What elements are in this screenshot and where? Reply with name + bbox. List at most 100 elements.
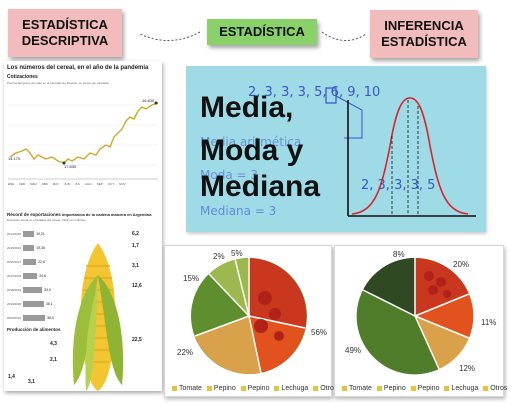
- pie-2-legend: Tomate Pepino Pepino Lechuga Otros: [339, 385, 507, 392]
- export-year-label: 2015/2016: [7, 246, 22, 250]
- arrow-left: [139, 31, 201, 42]
- export-bar: [23, 245, 35, 251]
- arrows-overlay: [139, 31, 367, 42]
- pie-1-legend: Tomate Pepino Pepino Lechuga Otros: [169, 385, 337, 392]
- pie-1-label-2: 5%: [231, 249, 243, 258]
- month-label: MAY: [52, 182, 60, 186]
- pie-2-graphic: [356, 257, 474, 375]
- legend-item: Pepino: [417, 385, 440, 392]
- month-label: JUN: [64, 182, 70, 186]
- export-bar-row: 2016/2017 22,6: [7, 257, 59, 267]
- greenhouse-pie-chart-2: 8% 20% 11% 12% 49% Tomate Pepino Pepino …: [334, 245, 507, 397]
- handwritten-top-numbers: 2, 3, 3, 3, 5, 6, 9, 10: [248, 85, 380, 100]
- arrow-right: [321, 31, 367, 41]
- export-bar: [23, 259, 37, 265]
- highlight-box: [325, 87, 337, 104]
- handwriting-layer: 2, 3, 3, 3, 5, 6, 9, 10 2, 3, 3, 3, 5 Me…: [200, 85, 476, 218]
- food-title: Producción de alimentos: [7, 327, 61, 332]
- export-bar-row: 2017/2018 24,6: [7, 271, 59, 281]
- legend-item: Pepino: [247, 385, 270, 392]
- export-year-label: 2019/2020: [7, 302, 22, 306]
- corn-infographic: Los números del cereal, en el año de la …: [4, 61, 162, 391]
- pie-2-slice-pepper: [415, 294, 474, 338]
- pie-2-label-5: 49%: [345, 346, 362, 355]
- month-label: MAR: [30, 182, 37, 186]
- month-axis: ENE FEB MAR ABR MAY JUN JUL AGO SEP OCT …: [8, 182, 126, 186]
- price-high-label: 16.830: [142, 98, 155, 103]
- legend-item: Pepino: [213, 385, 236, 392]
- chain-title: Importancia de la cadena maicera en Arge…: [62, 212, 152, 217]
- handwritten-media: Media aritmética: [200, 135, 301, 149]
- price-line-chart: [8, 101, 159, 180]
- month-label: JUL: [74, 182, 81, 186]
- export-value-label: 19,21: [36, 232, 45, 236]
- title-line-mediana: Mediana: [200, 170, 321, 203]
- food-value-1: 1,4: [8, 374, 15, 380]
- title-line-media: Media,: [200, 91, 294, 124]
- food-value-2: 3,1: [28, 379, 35, 385]
- infographic-subtitle: Cotizaciones: [7, 74, 38, 80]
- pie-1-slice-tomato: [249, 258, 307, 328]
- export-bar: [23, 273, 38, 279]
- statistics-label: ESTADÍSTICA: [207, 19, 317, 45]
- food-value-4: 2,1: [50, 357, 57, 363]
- pie-2-label-3: 11%: [481, 318, 497, 327]
- legend-item: Lechuga: [281, 385, 309, 392]
- food-value-3: 4,3: [50, 341, 57, 347]
- pie-2-label-1: 8%: [393, 250, 405, 259]
- chain-value-2: 1,7: [132, 243, 139, 249]
- export-bar-row: 2020/2021 38,0: [7, 313, 59, 323]
- export-bar-row: 2014/2015 19,21: [7, 229, 59, 239]
- pie-1-label-4: 56%: [311, 328, 328, 337]
- export-bar: [23, 231, 35, 237]
- export-year-label: 2017/2018: [7, 274, 22, 278]
- export-bar-row: 2015/2016 19,35: [7, 243, 59, 253]
- mean-mode-median-panel: 2, 3, 3, 3, 5, 6, 9, 10 2, 3, 3, 3, 5 Me…: [186, 66, 486, 232]
- legend-item: Otros: [490, 385, 508, 392]
- handwritten-middle-numbers: 2, 3, 3, 3, 5: [361, 178, 435, 193]
- pie-2-slice-lettuce: [356, 290, 439, 375]
- pie-1-graphic: [191, 258, 307, 375]
- title-line-moda: Moda y: [200, 134, 304, 167]
- export-year-label: 2020/2021: [7, 316, 22, 320]
- exports-bar-chart: 2014/2015 19,21 2015/2016 19,35 2016/2017 22,…: [7, 229, 59, 329]
- export-value-label: 36,1: [45, 302, 53, 306]
- month-label: SEP: [96, 182, 103, 186]
- legend-item: Lechuga: [451, 385, 479, 392]
- pie-2-label-2: 20%: [453, 260, 470, 269]
- descriptive-statistics-label: ESTADÍSTICA DESCRIPTIVA: [8, 9, 122, 57]
- pie-2-label-4: 12%: [459, 364, 476, 373]
- pie-1-slice-lettuce: [191, 274, 249, 336]
- export-value-label: 38,0: [47, 316, 54, 320]
- inferential-line-2: ESTADÍSTICA: [381, 34, 467, 49]
- chain-value-3: 3,1: [132, 263, 139, 269]
- export-year-label: 2018/2019: [7, 288, 22, 292]
- export-value-label: 33,0: [44, 288, 51, 292]
- export-year-label: 2016/2017: [7, 260, 22, 264]
- month-label: AGO: [85, 182, 92, 186]
- legend-item: Tomate: [179, 385, 202, 392]
- bracket-arrow: [335, 95, 363, 139]
- descriptive-line-2: DESCRIPTIVA: [21, 33, 109, 48]
- export-value-label: 22,6: [38, 260, 45, 264]
- export-bar-row: 2018/2019 33,0: [7, 285, 59, 295]
- legend-item: Pepino: [383, 385, 406, 392]
- price-low-label: 14.170: [8, 156, 21, 161]
- infographic-title: Los números del cereal, en el año de la …: [7, 65, 149, 71]
- handwritten-moda: Moda = 3: [200, 168, 258, 182]
- export-value-label: 19,35: [36, 246, 45, 250]
- pie-2-slice-cucumber: [415, 316, 469, 369]
- export-value-label: 24,6: [39, 274, 47, 278]
- pie-1-label-5: 22%: [177, 348, 194, 357]
- handwritten-mediana: Mediana = 3: [200, 204, 276, 218]
- price-high-point: [154, 101, 158, 105]
- bell-curve: [351, 97, 469, 215]
- pie-2-slice-other: [363, 257, 415, 316]
- chain-value-1: 6,2: [132, 231, 139, 237]
- export-bar-row: 2019/2020 36,1: [7, 299, 59, 309]
- descriptive-line-1: ESTADÍSTICA: [22, 17, 108, 32]
- export-bar: [23, 301, 44, 307]
- chain-value-4: 12,6: [132, 283, 142, 289]
- price-mid-label: 17.630: [64, 164, 77, 169]
- pie-1-label-1: 2%: [213, 252, 225, 261]
